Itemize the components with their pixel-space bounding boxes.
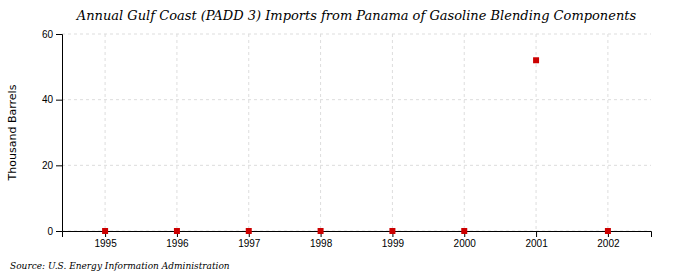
y-tick-mark: [56, 34, 62, 35]
chart: 1995 1996 1997 1998 1999 2000 2001 2002 0 20 40 60 A…: [0, 0, 675, 275]
x-tick: 2001: [525, 231, 548, 249]
title: Annual Gulf Coast (PADD 3) Imports from …: [76, 8, 637, 23]
y-axis-line: [56, 35, 63, 232]
grid-line-x: [607, 34, 608, 231]
x-tick-label: 2000: [454, 238, 477, 249]
point: [389, 228, 395, 234]
points: [102, 57, 611, 234]
point: [533, 57, 539, 63]
y-tick-label: 40: [42, 94, 54, 105]
x-tick-label: 2001: [525, 238, 548, 249]
grid: [62, 34, 651, 231]
grid-line-y: [62, 34, 651, 35]
y-tick: 40: [42, 94, 62, 105]
x-axis: 1995 1996 1997 1998 1999 2000 2001 2002: [63, 231, 652, 249]
grid-line-x: [392, 34, 393, 231]
x-tick-label: 1998: [310, 238, 333, 249]
point: [246, 228, 252, 234]
x-tick-label: 1995: [94, 238, 117, 249]
y-tick: 60: [42, 29, 62, 40]
grid-line-x: [105, 34, 106, 231]
x-axis-line: [63, 232, 652, 238]
grid-line-x: [320, 34, 321, 231]
y-tick-label: 20: [42, 160, 54, 171]
point: [318, 228, 324, 234]
point: [605, 228, 611, 234]
grid-line-x: [536, 34, 537, 231]
y-tick-label: 60: [42, 29, 54, 40]
y-axis: 0 20 40 60: [42, 29, 63, 237]
y-tick-label: 0: [47, 226, 53, 237]
x-tick-mark: [536, 231, 537, 237]
source-note: Source: U.S. Energy Information Administ…: [10, 261, 230, 271]
plot-area: 1995 1996 1997 1998 1999 2000 2001 2002 0 20 40 60: [42, 29, 652, 249]
grid-line-y: [62, 165, 651, 166]
y-tick: 0: [47, 226, 62, 237]
point: [461, 228, 467, 234]
y-tick-mark: [56, 100, 62, 101]
grid-line-y: [62, 99, 651, 100]
x-tick-label: 2002: [597, 238, 620, 249]
point: [102, 228, 108, 234]
y-axis-label: Thousand Barrels: [6, 84, 19, 181]
point: [174, 228, 180, 234]
grid-line-x: [464, 34, 465, 231]
y-tick-mark: [56, 231, 62, 232]
grid-line-x: [176, 34, 177, 231]
x-tick-label: 1997: [238, 238, 261, 249]
y-tick: 20: [42, 160, 62, 171]
x-tick-label: 1996: [166, 238, 189, 249]
x-tick-label: 1999: [382, 238, 405, 249]
y-tick-mark: [56, 165, 62, 166]
grid-line-x: [248, 34, 249, 231]
